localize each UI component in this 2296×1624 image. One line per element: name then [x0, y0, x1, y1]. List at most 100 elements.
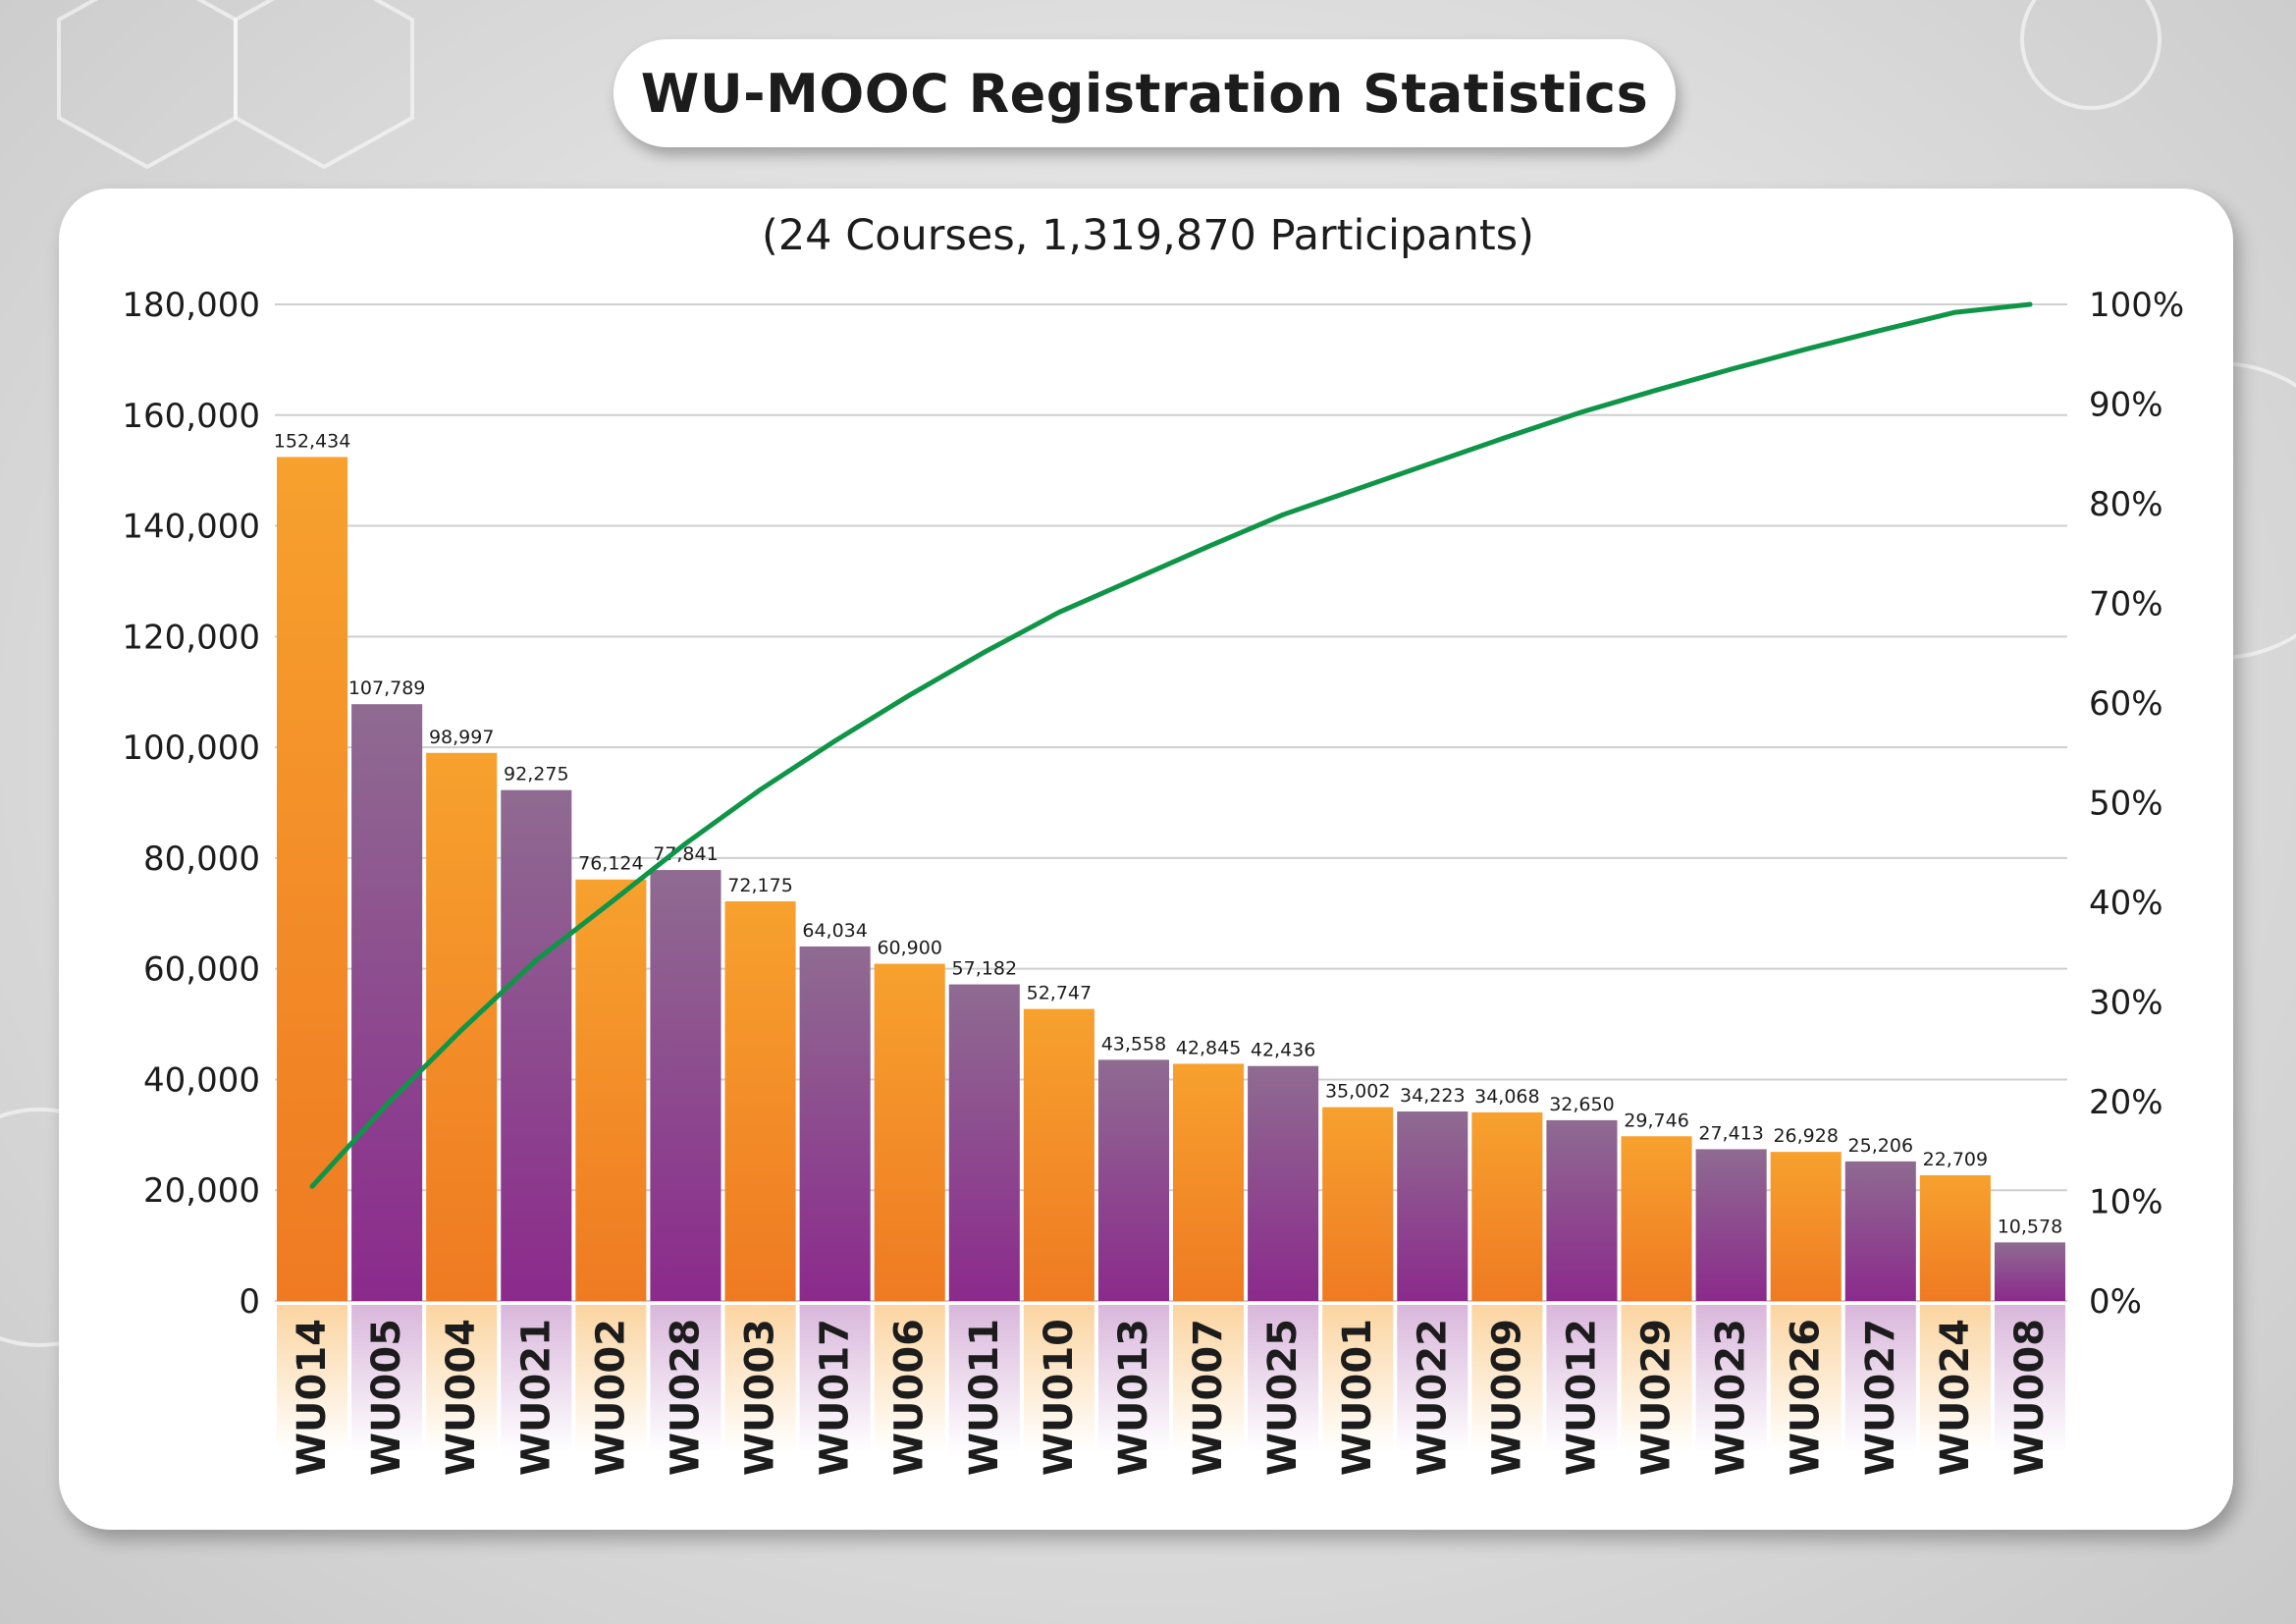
y-right-tick-label: 20% [2089, 1083, 2163, 1122]
category-band [1471, 1305, 1543, 1452]
y-left-tick-label: 0 [239, 1282, 260, 1322]
x-tick-label: WU026 [1784, 1319, 1829, 1476]
category-band [1919, 1305, 1991, 1452]
y-left-tick-label: 20,000 [143, 1171, 260, 1211]
bar-value-label: 22,709 [1923, 1149, 1988, 1170]
bar-value-label: 29,746 [1624, 1110, 1688, 1131]
category-band [1695, 1305, 1767, 1452]
x-tick-label: WU017 [813, 1319, 858, 1476]
title-pill: WU-MOOC Registration Statistics [614, 39, 1676, 147]
y-left-tick-label: 100,000 [122, 729, 260, 768]
x-tick-label: WU007 [1186, 1319, 1231, 1476]
bar [1173, 1063, 1245, 1301]
bar [1919, 1174, 1991, 1301]
category-band [1173, 1305, 1245, 1452]
bar [948, 984, 1020, 1301]
x-tick-label: WU009 [1484, 1319, 1529, 1476]
x-tick-label: WU024 [1933, 1319, 1978, 1476]
bar [351, 704, 423, 1301]
bar [575, 879, 647, 1301]
bar-value-label: 26,928 [1773, 1125, 1838, 1147]
x-tick-label: WU001 [1335, 1319, 1380, 1476]
y-left-tick-label: 140,000 [122, 508, 260, 547]
bar-value-label: 76,124 [578, 853, 643, 875]
category-band [948, 1305, 1020, 1452]
category-band [1248, 1305, 1319, 1452]
y-right-tick-label: 50% [2089, 785, 2163, 824]
category-band [650, 1305, 721, 1452]
x-tick-label: WU011 [962, 1319, 1007, 1476]
category-band [1770, 1305, 1842, 1452]
category-band [1397, 1305, 1468, 1452]
y-right-tick-label: 40% [2089, 884, 2163, 923]
bar [1695, 1149, 1767, 1301]
x-tick-label: WU012 [1559, 1319, 1604, 1476]
category-band [426, 1305, 498, 1452]
bar-value-label: 92,275 [504, 764, 568, 785]
bar-value-label: 43,558 [1101, 1033, 1166, 1055]
bar-value-label: 32,650 [1549, 1094, 1614, 1115]
bar-value-label: 52,747 [1027, 983, 1092, 1004]
bar [501, 789, 572, 1301]
y-right-tick-label: 100% [2089, 286, 2184, 325]
y-left-tick-label: 160,000 [122, 397, 260, 436]
bar-value-label: 34,068 [1474, 1086, 1539, 1108]
x-tick-label: WU010 [1037, 1319, 1082, 1476]
bar [277, 457, 348, 1301]
x-tick-label: WU006 [887, 1319, 933, 1476]
category-band [1546, 1305, 1618, 1452]
bar-value-label: 42,436 [1251, 1040, 1315, 1061]
chart-title: WU-MOOC Registration Statistics [640, 62, 1649, 125]
bar [724, 901, 796, 1301]
cumulative-percent-line [309, 301, 2033, 1189]
category-band [501, 1305, 572, 1452]
category-band [1097, 1305, 1169, 1452]
y-left-tick-label: 80,000 [143, 839, 260, 879]
category-band [799, 1305, 871, 1452]
x-tick-label: WU002 [588, 1319, 633, 1476]
bar-value-label: 64,034 [802, 920, 867, 942]
x-tick-label: WU022 [1410, 1319, 1455, 1476]
x-tick-label: WU023 [1709, 1319, 1754, 1476]
bar-value-label: 10,578 [1998, 1216, 2062, 1237]
bar-value-label: 42,845 [1176, 1037, 1241, 1058]
y-right-tick-label: 10% [2089, 1183, 2163, 1222]
category-band [277, 1305, 348, 1452]
x-tick-label: WU014 [290, 1319, 335, 1476]
bar [650, 870, 721, 1301]
y-left-tick-label: 40,000 [143, 1060, 260, 1100]
bar-value-label: 77,841 [653, 843, 718, 865]
bar [874, 963, 945, 1301]
bar [1844, 1161, 1916, 1301]
bar-value-label: 98,997 [429, 727, 494, 748]
x-tick-label: WU004 [439, 1319, 484, 1476]
y-right-tick-label: 80% [2089, 485, 2163, 524]
x-tick-label: WU027 [1858, 1319, 1903, 1476]
bar [799, 946, 871, 1301]
chart-subtitle: (24 Courses, 1,319,870 Participants) [762, 211, 1534, 260]
bar [1397, 1111, 1468, 1301]
bar-value-label: 27,413 [1698, 1122, 1763, 1144]
x-tick-label: WU003 [738, 1319, 783, 1476]
bar [1546, 1119, 1618, 1301]
bar [1097, 1059, 1169, 1301]
category-band [1844, 1305, 1916, 1452]
category-band [1322, 1305, 1394, 1452]
category-band [724, 1305, 796, 1452]
y-right-tick-label: 0% [2089, 1282, 2142, 1322]
x-tick-label: WU021 [513, 1319, 559, 1476]
x-tick-label: WU025 [1260, 1319, 1306, 1476]
bar-value-label: 107,789 [348, 677, 426, 699]
category-band [1621, 1305, 1692, 1452]
x-tick-label: WU028 [663, 1319, 708, 1476]
y-right-tick-label: 90% [2089, 386, 2163, 425]
category-band [874, 1305, 945, 1452]
y-left-tick-label: 180,000 [122, 286, 260, 325]
bar-value-label: 57,182 [952, 958, 1017, 980]
bar [1322, 1107, 1394, 1301]
y-right-tick-label: 30% [2089, 984, 2163, 1023]
category-band [1023, 1305, 1095, 1452]
bar [1770, 1152, 1842, 1301]
x-tick-label: WU008 [2007, 1319, 2053, 1476]
